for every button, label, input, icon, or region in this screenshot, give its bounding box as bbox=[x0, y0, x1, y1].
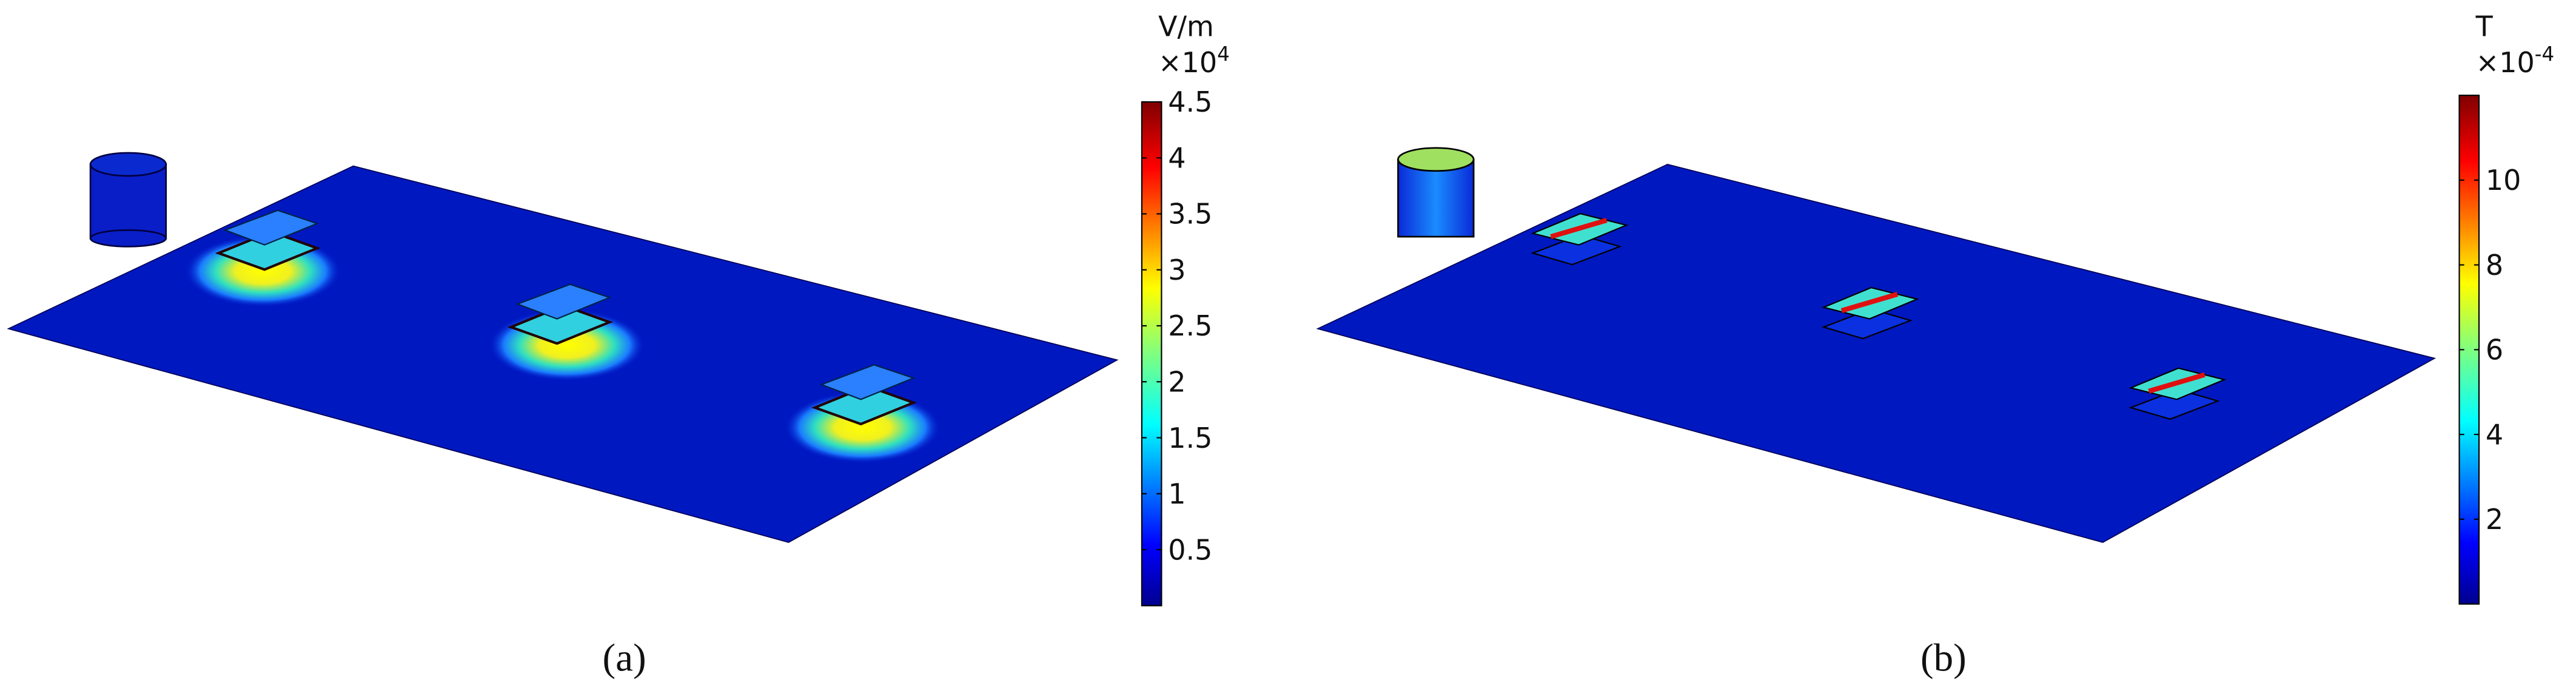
scene-a bbox=[7, 152, 1119, 543]
scene-b bbox=[1316, 147, 2437, 543]
tick-label: 4 bbox=[1168, 141, 1186, 174]
tick-label: 2 bbox=[2486, 503, 2503, 536]
tick-label: 1.5 bbox=[1168, 422, 1212, 454]
tick-label: 0.5 bbox=[1168, 533, 1212, 566]
colorbar-multiplier: ×104 bbox=[1158, 42, 1230, 79]
tick-label: 3.5 bbox=[1168, 198, 1212, 231]
tick-label: 3 bbox=[1168, 254, 1186, 286]
tick-label: 4 bbox=[2486, 418, 2503, 451]
tick-label: 6 bbox=[2486, 334, 2503, 366]
tick-label: 4.5 bbox=[1168, 86, 1212, 118]
colorbar-unit: V/m bbox=[1158, 10, 1214, 43]
tick-label: 2.5 bbox=[1168, 309, 1212, 342]
colorbar bbox=[1141, 101, 1162, 607]
tick-label: 2 bbox=[1168, 366, 1186, 399]
panel-label: (b) bbox=[1920, 636, 1967, 680]
colorbar-exponent: -4 bbox=[2535, 42, 2554, 66]
colorbar-exponent: 4 bbox=[1217, 42, 1230, 66]
colorbar-multiplier: ×10-4 bbox=[2476, 42, 2555, 79]
tick-label: 10 bbox=[2486, 164, 2521, 197]
tick-label: 8 bbox=[2486, 249, 2503, 282]
tick-label: 1 bbox=[1168, 477, 1186, 510]
colorbar-unit: T bbox=[2475, 10, 2494, 43]
panel-label: (a) bbox=[602, 636, 646, 680]
